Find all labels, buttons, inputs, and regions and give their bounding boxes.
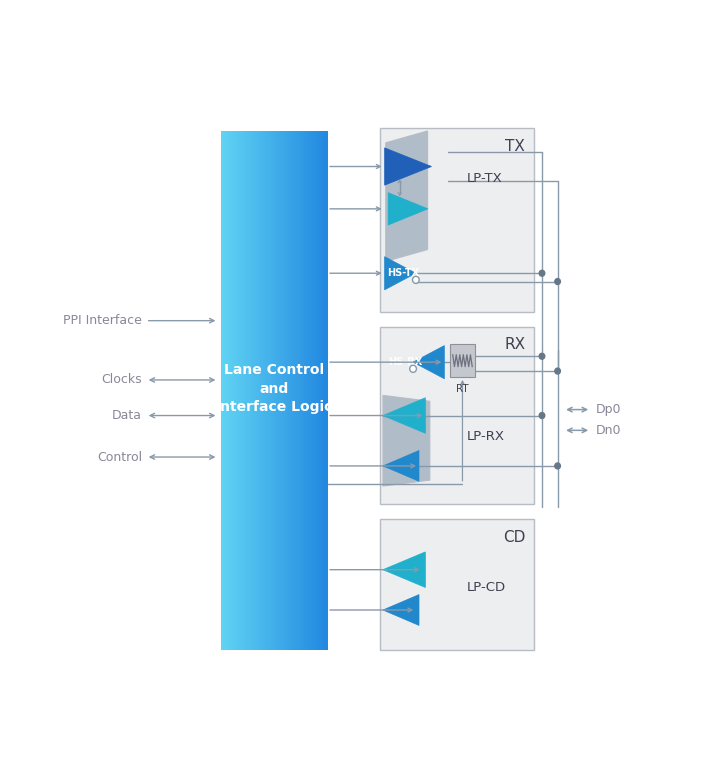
Bar xyxy=(450,344,475,377)
Circle shape xyxy=(555,463,560,469)
Text: Control: Control xyxy=(96,450,142,464)
Text: LP-RX: LP-RX xyxy=(467,430,505,443)
Text: Lane Control
and
Interface Logic: Lane Control and Interface Logic xyxy=(215,363,333,414)
Circle shape xyxy=(555,368,560,374)
Text: LP-TX: LP-TX xyxy=(467,172,503,185)
Polygon shape xyxy=(383,594,419,625)
Text: TX: TX xyxy=(505,139,526,154)
Text: HS-RX: HS-RX xyxy=(389,357,423,367)
Polygon shape xyxy=(383,398,426,434)
Polygon shape xyxy=(383,395,430,486)
Text: RT: RT xyxy=(456,384,469,394)
Text: Clocks: Clocks xyxy=(102,373,142,387)
Polygon shape xyxy=(383,552,426,588)
Text: LP-CD: LP-CD xyxy=(467,581,505,594)
Circle shape xyxy=(555,279,560,284)
Text: RX: RX xyxy=(504,337,526,352)
Text: HS-TX: HS-TX xyxy=(387,268,420,278)
Circle shape xyxy=(539,413,545,419)
Polygon shape xyxy=(413,346,444,379)
Circle shape xyxy=(413,276,419,283)
Bar xyxy=(380,326,534,504)
Polygon shape xyxy=(384,256,416,290)
Circle shape xyxy=(410,365,416,373)
Text: Dp0: Dp0 xyxy=(595,403,621,416)
Text: CD: CD xyxy=(503,530,526,545)
Text: PPI Interface: PPI Interface xyxy=(63,314,142,327)
Text: Dn0: Dn0 xyxy=(595,424,621,437)
Text: Data: Data xyxy=(112,409,142,422)
Circle shape xyxy=(539,270,545,276)
Bar xyxy=(380,519,534,650)
Circle shape xyxy=(539,353,545,359)
Polygon shape xyxy=(383,450,419,481)
Bar xyxy=(380,128,534,312)
Polygon shape xyxy=(384,148,431,186)
Polygon shape xyxy=(386,131,428,261)
Polygon shape xyxy=(388,192,428,225)
